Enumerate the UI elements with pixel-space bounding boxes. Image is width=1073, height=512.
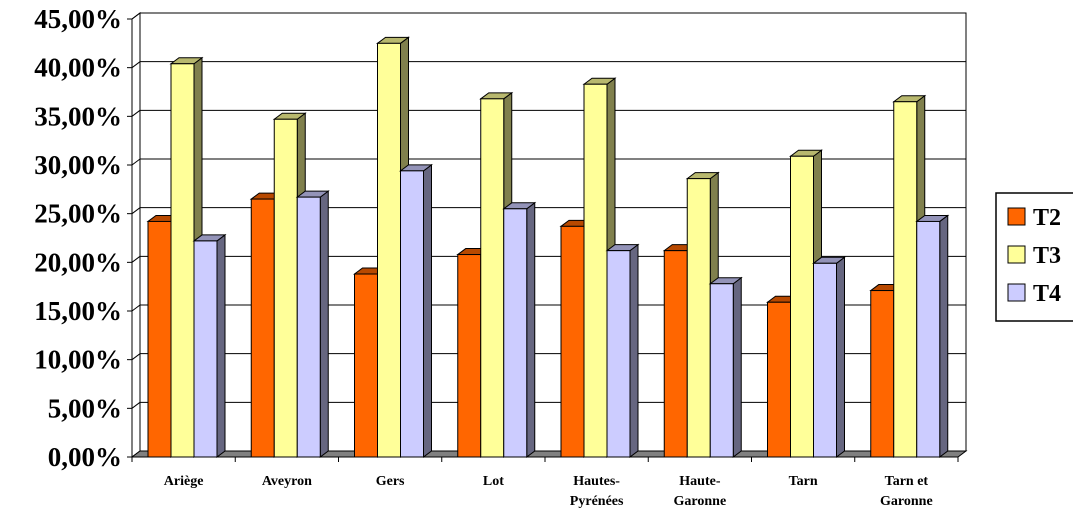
legend-label: T4 — [1033, 281, 1061, 307]
gridline-side — [131, 304, 141, 312]
legend-swatch — [1007, 283, 1026, 302]
bar-side — [216, 233, 226, 458]
bar-front — [273, 118, 298, 458]
x-tick-label: Lot — [483, 474, 504, 489]
bars — [146, 36, 950, 458]
bar-front — [400, 170, 424, 458]
x-tick-label-line: Tarn — [789, 474, 818, 489]
bar-front — [377, 42, 401, 458]
y-tick-label: 15,00% — [34, 296, 122, 326]
y-tick-label: 40,00% — [34, 53, 122, 83]
x-tick-label: Tarn et Garonne — [880, 474, 933, 509]
bar — [605, 243, 640, 458]
gridline-side — [131, 255, 141, 263]
x-tick-label-line: Tarn et — [885, 474, 929, 489]
legend-label: T2 — [1033, 205, 1061, 231]
y-tick-label: 45,00% — [34, 4, 122, 34]
bar-side — [319, 190, 329, 458]
legend-label: T3 — [1033, 243, 1061, 269]
legend-swatch — [1007, 245, 1026, 264]
bar-side — [732, 276, 742, 458]
x-tick-label-line: Pyrénées — [570, 494, 624, 509]
y-tick-label: 5,00% — [48, 393, 122, 423]
bar-side — [836, 256, 845, 458]
x-axis-tick-labels: Ariège Aveyron Gers Lot Hautes-PyrénéesHaute… — [164, 474, 933, 509]
x-tick-label-line: Haute- — [679, 474, 721, 489]
bar — [915, 214, 950, 458]
bar-front — [709, 283, 734, 458]
gridline-side — [131, 12, 141, 20]
bar-front — [893, 101, 918, 458]
bar-front — [354, 273, 378, 458]
bar-front — [250, 198, 275, 458]
bar-front — [583, 83, 608, 458]
gridline-side — [131, 61, 141, 69]
bar-front — [503, 208, 528, 458]
bar-front — [457, 254, 482, 458]
legend-swatch — [1007, 207, 1026, 226]
bar — [812, 256, 846, 458]
y-tick-label: 0,00% — [48, 442, 122, 472]
x-tick-label: Hautes- Pyrénées — [570, 474, 624, 509]
x-tick-label-line: Hautes- — [573, 474, 620, 489]
bar-front — [480, 98, 505, 458]
x-tick-label-line: Aveyron — [262, 474, 312, 489]
side-wall — [131, 12, 141, 458]
y-axis-tick-labels: 0,00% 5,00% 10,00% 15,00% 20,00% 25,00% 30,00%… — [34, 4, 122, 472]
gridline-side — [131, 158, 141, 166]
bar-front — [606, 250, 631, 458]
bar-front — [663, 250, 688, 458]
bar-front — [790, 155, 814, 458]
x-tick-label-line: Garonne — [880, 494, 933, 509]
y-tick-label: 35,00% — [34, 101, 122, 131]
y-tick-label: 10,00% — [34, 345, 122, 375]
bar — [399, 163, 433, 458]
x-tick-label: Ariège — [164, 474, 204, 489]
x-tick-label-line: Gers — [376, 474, 405, 489]
bar-front — [767, 301, 791, 458]
bar-front — [296, 196, 321, 458]
bar-side — [939, 214, 949, 458]
x-tick-label: Gers — [376, 474, 405, 489]
x-tick-label: Haute- Garonne — [674, 474, 727, 509]
bar — [295, 190, 330, 458]
bar-front — [813, 262, 837, 458]
gridline-side — [131, 207, 141, 215]
x-tick-label: Tarn — [789, 474, 818, 489]
bar-front — [686, 178, 711, 458]
gridline-side — [131, 401, 141, 409]
bar-side — [629, 243, 639, 458]
y-tick-label: 20,00% — [34, 247, 122, 277]
bar — [502, 201, 537, 458]
legend: T2 T3 T4 — [995, 192, 1073, 322]
x-tick-label-line: Lot — [483, 474, 504, 489]
x-tick-label-line: Garonne — [674, 494, 727, 509]
y-tick-label: 30,00% — [34, 150, 122, 180]
bar — [192, 233, 227, 458]
bar — [708, 276, 743, 458]
bar-front — [147, 220, 172, 458]
gridline-side — [131, 109, 141, 117]
bar-side — [526, 201, 536, 458]
gridline-side — [131, 353, 141, 361]
bar-front — [916, 220, 941, 458]
bar-front — [560, 225, 585, 458]
bar-side — [423, 163, 432, 458]
x-tick-label: Aveyron — [262, 474, 312, 489]
bar-front — [193, 240, 218, 458]
y-tick-label: 25,00% — [34, 199, 122, 229]
bar-front — [870, 290, 895, 458]
x-tick-label-line: Ariège — [164, 474, 204, 489]
bar-front — [170, 63, 195, 458]
